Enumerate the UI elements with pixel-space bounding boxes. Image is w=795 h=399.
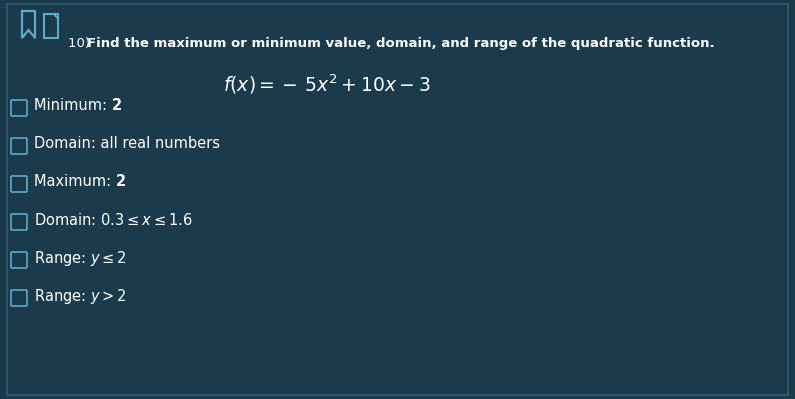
Text: Domain: all real numbers: Domain: all real numbers: [34, 136, 220, 152]
Text: 10): 10): [68, 37, 95, 50]
Text: Maximum:: Maximum:: [34, 174, 116, 190]
Text: Minimum:: Minimum:: [34, 99, 111, 113]
Text: Find the maximum or minimum value, domain, and range of the quadratic function.: Find the maximum or minimum value, domai…: [87, 37, 715, 50]
Text: Range: $y > 2$: Range: $y > 2$: [34, 286, 126, 306]
Text: 2: 2: [116, 174, 126, 190]
Text: $f(x) = -\,5x^2 + 10x - 3$: $f(x) = -\,5x^2 + 10x - 3$: [223, 73, 430, 97]
Text: Range: $y \leq 2$: Range: $y \leq 2$: [34, 249, 126, 267]
Text: Domain: $0.3 \leq x \leq 1.6$: Domain: $0.3 \leq x \leq 1.6$: [34, 212, 192, 228]
Text: 2: 2: [111, 99, 122, 113]
